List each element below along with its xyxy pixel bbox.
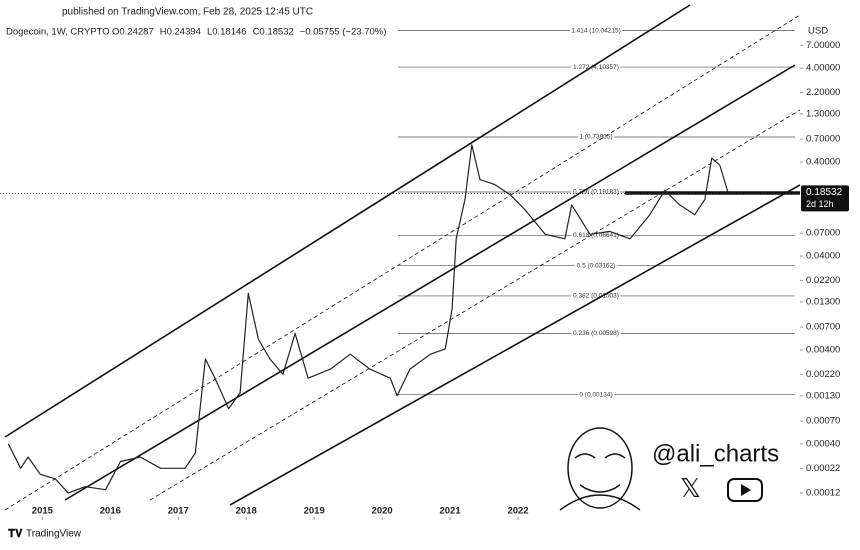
youtube-icon — [727, 478, 763, 502]
y-tick-label: 0.01300 — [806, 296, 840, 307]
fib-label: 0.618 (0.06641) — [573, 232, 619, 239]
x-tick-label: 2020 — [372, 506, 393, 517]
channel-line — [229, 184, 801, 506]
currency: USD — [808, 26, 828, 37]
y-tick-label: 0.70000 — [806, 134, 840, 145]
x-tick-label: 2022 — [507, 506, 528, 517]
face-features — [574, 453, 626, 493]
channel-line — [149, 109, 801, 501]
y-tick-label: 0.04000 — [806, 251, 840, 262]
channel-line — [64, 64, 796, 501]
y-tick-label: 0.00400 — [806, 344, 840, 355]
y-tick-label: 0.00070 — [806, 416, 840, 427]
y-tick-label: 0.40000 — [806, 157, 840, 168]
y-tick-label: 0.00700 — [806, 322, 840, 333]
y-tick-label: 1.30000 — [806, 108, 840, 119]
x-tick-label: 2015 — [32, 506, 54, 517]
y-tick-label: 0.00220 — [806, 369, 840, 380]
channel-lines — [4, 4, 801, 511]
channel-line — [4, 14, 801, 511]
brand-logo: 𝐓𝐕 — [8, 528, 23, 540]
y-tick-label: 0.00040 — [806, 438, 840, 449]
youtube-play — [741, 484, 751, 496]
x-icon: 𝕏 — [680, 473, 701, 503]
fib-label: 0 (0.00134) — [579, 391, 612, 398]
quote-value: L0.18146 — [207, 27, 247, 38]
fib-label: 1.414 (10.04215) — [571, 27, 621, 34]
y-tick-label: 0.00022 — [806, 463, 840, 474]
y-tick-label: 4.00000 — [806, 63, 840, 74]
y-tick-label: 7.00000 — [806, 40, 840, 51]
fib-label: 0.5 (0.03162) — [577, 262, 616, 269]
y-tick-label: 0.02200 — [806, 275, 840, 286]
symbol-title: Dogecoin, 1W, CRYPTO — [6, 27, 110, 38]
x-tick-label: 2016 — [100, 506, 121, 517]
fib-label: 1.272 (4.10357) — [573, 64, 619, 71]
x-tick-label: 2018 — [236, 506, 257, 517]
quote-value: O0.24287 — [112, 27, 154, 38]
price-label: 0.18532 — [806, 187, 843, 198]
quote: O0.24287 H0.24394 L0.18146 C0.18532 −0.05755… — [112, 27, 386, 38]
face — [567, 427, 633, 509]
fib-levels: 1.414 (10.04215) 1.272 (4.10357) 1 (0.7390… — [398, 25, 795, 400]
x-tick-label: 2019 — [304, 506, 325, 517]
quote-value: −0.05755 (−23.70%) — [300, 27, 387, 38]
price-box — [801, 185, 849, 212]
fib-label: 0.236 (0.00598) — [573, 330, 619, 337]
price-line — [7, 144, 729, 494]
watermark-face — [559, 427, 641, 511]
channel-line — [4, 4, 691, 438]
countdown: 2d 12h — [806, 199, 834, 209]
publish-note: published on TradingView.com, Feb 28, 20… — [62, 7, 313, 18]
watermark: @ali_charts — [652, 440, 779, 467]
brand: TradingView — [26, 529, 82, 540]
y-tick-label: 2.20000 — [806, 87, 840, 98]
shoulders — [559, 494, 641, 511]
quote-value: H0.24394 — [160, 27, 201, 38]
y-tick-label: 0.00012 — [806, 488, 840, 499]
x-tick-label: 2017 — [168, 506, 189, 517]
fib-label: 0.382 (0.01503) — [573, 293, 619, 300]
fib-label: 1 (0.73905) — [579, 134, 612, 141]
x-tick-label: 2021 — [439, 506, 461, 517]
y-tick-label: 0.00130 — [806, 390, 840, 401]
y-tick-label: 0.07000 — [806, 228, 840, 239]
fib-label: 0.786 (0.19183) — [573, 189, 619, 196]
quote-value: C0.18532 — [253, 27, 294, 38]
